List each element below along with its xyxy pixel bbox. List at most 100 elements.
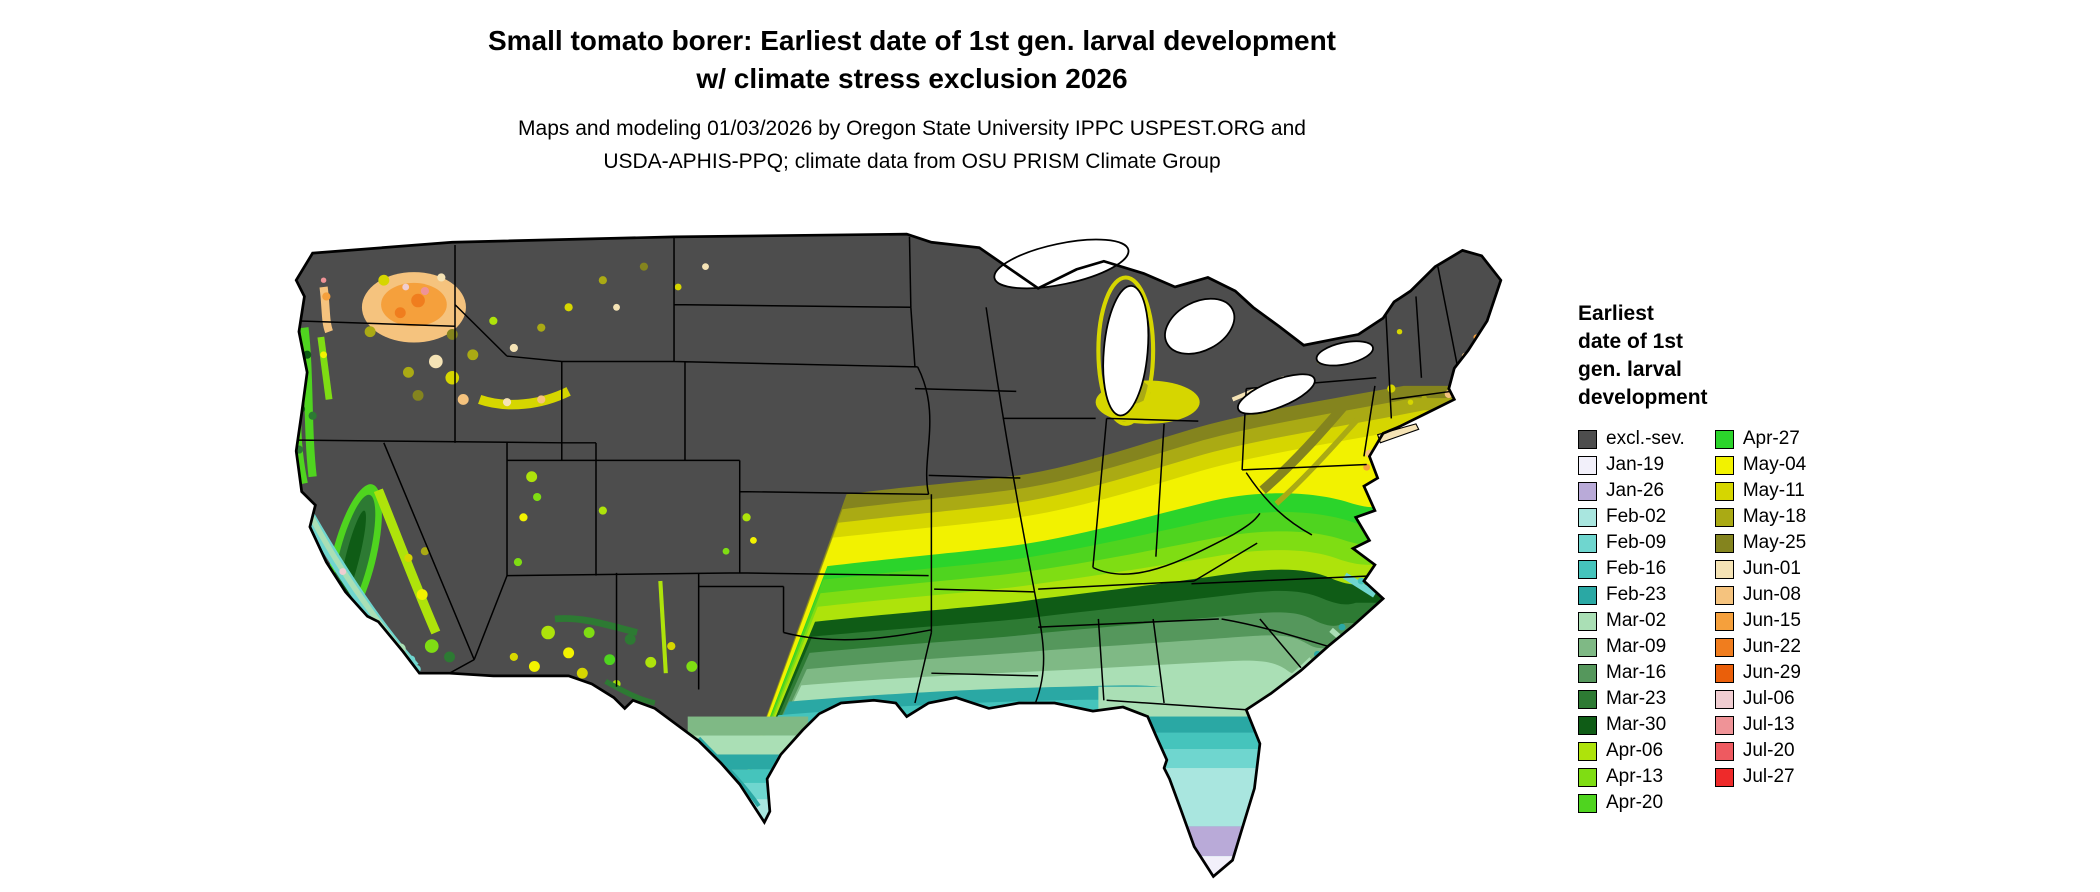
us-map — [288, 226, 1520, 890]
legend-title: Earliest date of 1st gen. larval develop… — [1578, 300, 2048, 412]
map-layers — [296, 234, 1501, 877]
legend-color-swatch — [1578, 663, 1597, 683]
legend-column-1: excl.-sev. Jan-19 Jan-26 Feb-02 Feb-09 — [1578, 426, 1685, 816]
legend-item-label: excl.-sev. — [1606, 428, 1685, 449]
legend-item-label: Mar-09 — [1606, 636, 1667, 657]
us-map-svg — [294, 232, 1503, 878]
legend-item-label: Jun-15 — [1742, 610, 1801, 631]
legend-item-label: Jun-01 — [1742, 558, 1801, 579]
legend-item: Jun-29 — [1714, 660, 1806, 686]
legend-title-line: development — [1578, 386, 1708, 409]
legend-item: Mar-23 — [1578, 686, 1685, 712]
legend-item-label: Mar-02 — [1606, 610, 1667, 631]
legend-item: Jul-20 — [1714, 738, 1806, 764]
legend-color-swatch — [1714, 715, 1734, 735]
legend-item-label: Mar-23 — [1606, 688, 1667, 709]
legend-color-swatch — [1714, 585, 1734, 605]
legend-color-swatch — [1578, 429, 1597, 449]
legend-color-swatch — [1578, 767, 1597, 787]
legend-color-swatch — [1714, 689, 1734, 709]
legend-color-swatch — [1714, 429, 1734, 449]
legend-item: Mar-09 — [1578, 634, 1685, 660]
legend-item: Mar-30 — [1578, 712, 1685, 738]
legend-color-swatch — [1578, 637, 1597, 657]
legend-item: Jan-19 — [1578, 452, 1685, 478]
texas-bands — [687, 716, 809, 827]
legend-color-swatch — [1714, 663, 1734, 683]
legend-item: Jun-15 — [1714, 608, 1806, 634]
legend-color-swatch — [1714, 741, 1734, 761]
legend-color-swatch — [1578, 559, 1597, 579]
title-line-1: Small tomato borer: Earliest date of 1st… — [487, 25, 1336, 56]
legend-item-label: Jul-20 — [1742, 740, 1795, 761]
legend-color-swatch — [1714, 637, 1734, 657]
lake-superior — [993, 238, 1130, 290]
legend-color-swatch — [1714, 533, 1734, 553]
great-lakes — [993, 238, 1374, 417]
legend-item: Mar-16 — [1578, 660, 1685, 686]
legend-color-swatch — [1578, 455, 1597, 475]
legend-item: Jan-26 — [1578, 478, 1685, 504]
florida-bands — [1098, 686, 1301, 877]
legend-item-label: Jul-27 — [1742, 766, 1795, 787]
legend-item: Feb-09 — [1578, 530, 1685, 556]
legend-item-label: Apr-20 — [1606, 792, 1664, 813]
subtitle-line-1: Maps and modeling 01/03/2026 by Oregon S… — [518, 117, 1306, 140]
legend-item-label: Feb-16 — [1606, 558, 1667, 579]
title-line-2: w/ climate stress exclusion 2026 — [696, 63, 1128, 94]
legend-item-label: May-25 — [1742, 532, 1807, 553]
legend-item-label: May-04 — [1742, 454, 1807, 475]
legend-color-swatch — [1578, 507, 1597, 527]
legend-color-swatch — [1714, 507, 1734, 527]
legend-color-swatch — [1578, 533, 1597, 553]
legend-item-label: Feb-23 — [1606, 584, 1667, 605]
header: Small tomato borer: Earliest date of 1st… — [0, 22, 1824, 178]
legend-title-line: Earliest — [1578, 302, 1654, 325]
legend-title-line: date of 1st — [1578, 330, 1684, 353]
lake-huron — [1164, 297, 1236, 355]
legend: Earliest date of 1st gen. larval develop… — [1578, 300, 2048, 816]
legend-item-label: Jun-29 — [1742, 662, 1801, 683]
legend-item: Apr-13 — [1578, 764, 1685, 790]
legend-color-swatch — [1578, 481, 1597, 501]
legend-item: Jun-08 — [1714, 582, 1806, 608]
legend-color-swatch — [1578, 715, 1597, 735]
legend-item-label: May-11 — [1742, 480, 1805, 501]
legend-title-line: gen. larval — [1578, 358, 1682, 381]
legend-item: Mar-02 — [1578, 608, 1685, 634]
page-subtitle: Maps and modeling 01/03/2026 by Oregon S… — [0, 112, 1824, 178]
legend-item-label: May-18 — [1742, 506, 1807, 527]
legend-color-swatch — [1578, 585, 1597, 605]
legend-item-label: Mar-16 — [1606, 662, 1667, 683]
legend-item: May-18 — [1714, 504, 1807, 530]
legend-item: May-04 — [1714, 452, 1807, 478]
legend-item: Jul-06 — [1714, 686, 1806, 712]
legend-color-swatch — [1714, 481, 1734, 501]
legend-item: Jun-01 — [1714, 556, 1806, 582]
legend-color-swatch — [1714, 559, 1734, 579]
legend-item: May-11 — [1714, 478, 1806, 504]
legend-item: May-25 — [1714, 530, 1807, 556]
legend-item-label: Jan-26 — [1606, 480, 1665, 501]
legend-item-label: Apr-27 — [1742, 428, 1800, 449]
legend-item: Feb-23 — [1578, 582, 1685, 608]
legend-item: Jul-27 — [1714, 764, 1806, 790]
legend-color-swatch — [1714, 611, 1734, 631]
lake-ontario — [1315, 340, 1374, 367]
legend-item-label: Feb-02 — [1606, 506, 1667, 527]
legend-item-label: Apr-06 — [1606, 740, 1664, 761]
lake-michigan — [1102, 284, 1150, 417]
legend-color-swatch — [1578, 741, 1597, 761]
state-borders — [296, 236, 1458, 711]
legend-columns: excl.-sev. Jan-19 Jan-26 Feb-02 Feb-09 — [1578, 426, 2048, 816]
legend-item-label: Jun-22 — [1742, 636, 1801, 657]
subtitle-line-2: USDA-APHIS-PPQ; climate data from OSU PR… — [603, 150, 1221, 173]
legend-item-label: Mar-30 — [1606, 714, 1667, 735]
legend-item: Apr-27 — [1714, 426, 1806, 452]
legend-item-label: Jan-19 — [1606, 454, 1665, 475]
legend-item-label: Jul-13 — [1742, 714, 1795, 735]
legend-item: Jul-13 — [1714, 712, 1806, 738]
legend-color-swatch — [1714, 455, 1734, 475]
legend-column-2: Apr-27 May-04 May-11 May-18 May-25 — [1714, 426, 1807, 790]
